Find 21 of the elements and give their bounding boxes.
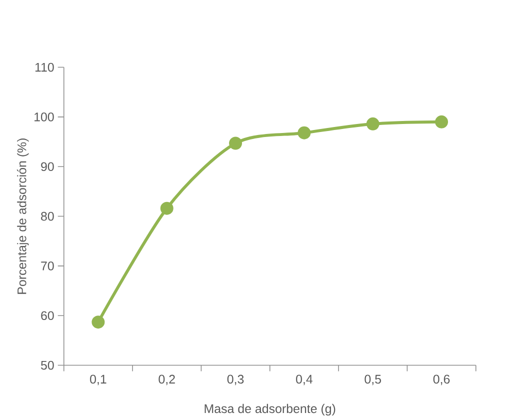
x-tick-label: 0,1: [90, 374, 106, 386]
x-tick-label: 0,3: [227, 374, 244, 386]
x-tick-label: 0,2: [158, 374, 175, 386]
x-tick-label: 0,5: [364, 374, 382, 386]
point: [435, 115, 448, 128]
point: [229, 136, 242, 150]
point: [298, 126, 311, 140]
y-tick-label: 60: [41, 311, 54, 320]
x-axis-title: Masa de adsorbente (g): [204, 404, 336, 416]
x-tick-label: 0,6: [433, 374, 450, 386]
x-tick-label: 0,4: [296, 374, 312, 386]
y-tick-label: 50: [40, 360, 54, 370]
y-tick-label: 100: [34, 112, 54, 122]
point: [160, 202, 174, 215]
y-tick-label: 80: [41, 212, 54, 221]
y-tick-label: 90: [41, 162, 54, 172]
y-axis-title: Porcentaje de adsorción (%): [16, 138, 29, 294]
y-tick-label: 110: [35, 62, 54, 72]
y-tick-label: 70: [41, 262, 54, 270]
point: [92, 316, 105, 329]
point: [366, 117, 380, 130]
